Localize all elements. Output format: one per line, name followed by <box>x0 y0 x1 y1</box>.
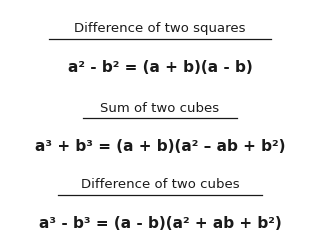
Text: Difference of two cubes: Difference of two cubes <box>81 178 239 191</box>
Text: a³ - b³ = (a - b)(a² + ab + b²): a³ - b³ = (a - b)(a² + ab + b²) <box>39 216 281 231</box>
Text: a³ + b³ = (a + b)(a² – ab + b²): a³ + b³ = (a + b)(a² – ab + b²) <box>35 139 285 154</box>
Text: Sum of two cubes: Sum of two cubes <box>100 102 220 114</box>
Text: Difference of two squares: Difference of two squares <box>74 22 246 35</box>
Text: a² - b² = (a + b)(a - b): a² - b² = (a + b)(a - b) <box>68 60 252 75</box>
